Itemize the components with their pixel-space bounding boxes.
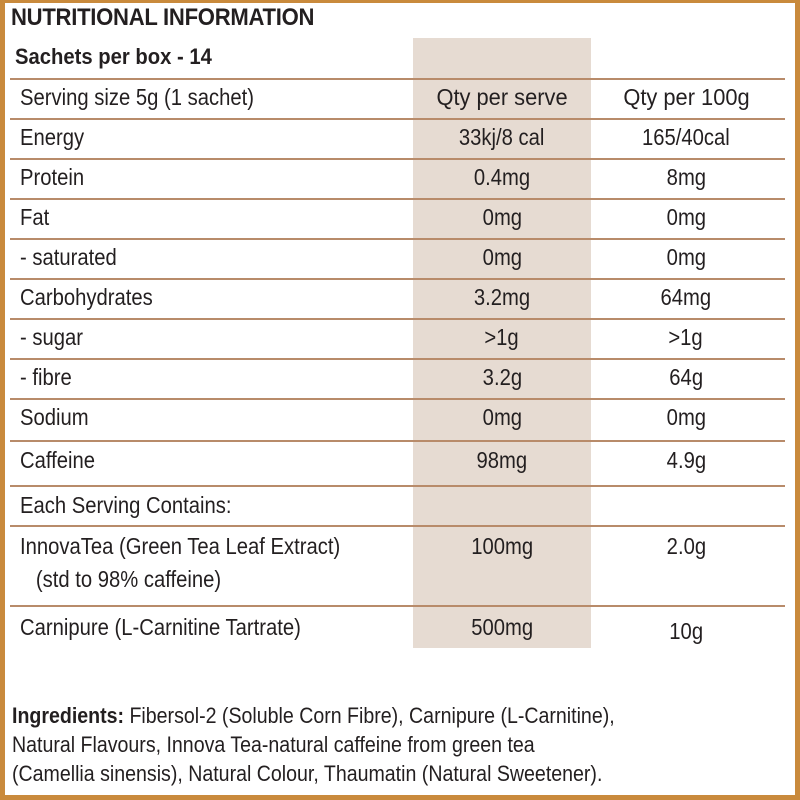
nutrient-name: Caffeine <box>20 447 96 473</box>
nutrient-per-serve: 98mg <box>476 447 528 473</box>
nutrient-per-100g: >1g <box>668 324 704 350</box>
nutrient-name: - fibre <box>20 364 72 390</box>
nutrient-name: Sodium <box>20 404 89 430</box>
nutrient-per-100g: 0mg <box>666 204 706 230</box>
ingredients-text-line3: (Camellia sinensis), Natural Colour, Tha… <box>12 761 603 786</box>
serving-size-label: Serving size 5g (1 sachet) <box>20 84 254 110</box>
divider <box>10 318 785 320</box>
divider <box>10 605 785 607</box>
nutrient-per-serve: 0mg <box>482 244 522 270</box>
nutrient-per-serve: 0.4mg <box>473 164 531 190</box>
each-serving-label: Each Serving Contains: <box>20 492 232 518</box>
nutrient-name: - sugar <box>20 324 84 350</box>
ingredients-block: Ingredients: Fibersol-2 (Soluble Corn Fi… <box>12 701 708 788</box>
divider <box>10 358 785 360</box>
nutrient-per-serve: >1g <box>484 324 520 350</box>
nutrient-name: Energy <box>20 124 85 150</box>
nutrient-per-100g: 0mg <box>666 404 706 430</box>
nutrient-per-100g: 64g <box>669 364 703 390</box>
nutrient-per-100g: 64mg <box>660 284 712 310</box>
nutrient-per-serve: 33kj/8 cal <box>459 124 545 150</box>
divider <box>10 398 785 400</box>
ingredients-label: Ingredients: <box>12 703 125 728</box>
content-name: InnovaTea (Green Tea Leaf Extract) <box>20 533 341 559</box>
content-name: Carnipure (L-Carnitine Tartrate) <box>20 614 301 640</box>
nutrient-per-100g: 8mg <box>666 164 706 190</box>
ingredients-text-line2: Natural Flavours, Innova Tea-natural caf… <box>12 732 535 757</box>
content-per-serve: 500mg <box>471 614 533 640</box>
nutrient-per-serve: 3.2mg <box>473 284 531 310</box>
qty-per-serve-column-shading <box>413 38 591 648</box>
header-per-100g: Qty per 100g <box>622 84 750 110</box>
nutrient-name: - saturated <box>20 244 117 270</box>
nutrient-per-serve: 0mg <box>482 404 522 430</box>
divider <box>10 485 785 487</box>
divider <box>10 198 785 200</box>
nutrient-per-100g: 165/40cal <box>642 124 730 150</box>
divider <box>10 78 785 80</box>
divider <box>10 440 785 442</box>
divider <box>10 118 785 120</box>
nutrient-per-100g: 4.9g <box>666 447 706 473</box>
divider <box>10 238 785 240</box>
label-title: NUTRITIONAL INFORMATION <box>11 4 315 31</box>
nutrient-name: Fat <box>20 204 50 230</box>
content-note: (std to 98% caffeine) <box>35 566 222 592</box>
divider <box>10 158 785 160</box>
divider <box>10 278 785 280</box>
ingredients-text-line1: Fibersol-2 (Soluble Corn Fibre), Carnipu… <box>124 703 615 728</box>
divider <box>10 525 785 527</box>
sachets-per-box: Sachets per box - 14 <box>15 44 212 69</box>
nutrient-name: Carbohydrates <box>20 284 153 310</box>
nutrient-per-serve: 3.2g <box>482 364 522 390</box>
nutrient-name: Protein <box>20 164 85 190</box>
nutrient-per-serve: 0mg <box>482 204 522 230</box>
content-per-100g: 10g <box>669 618 703 644</box>
content-per-100g: 2.0g <box>666 533 706 559</box>
header-per-serve: Qty per serve <box>436 84 568 110</box>
nutrient-per-100g: 0mg <box>666 244 706 270</box>
content-per-serve: 100mg <box>471 533 533 559</box>
